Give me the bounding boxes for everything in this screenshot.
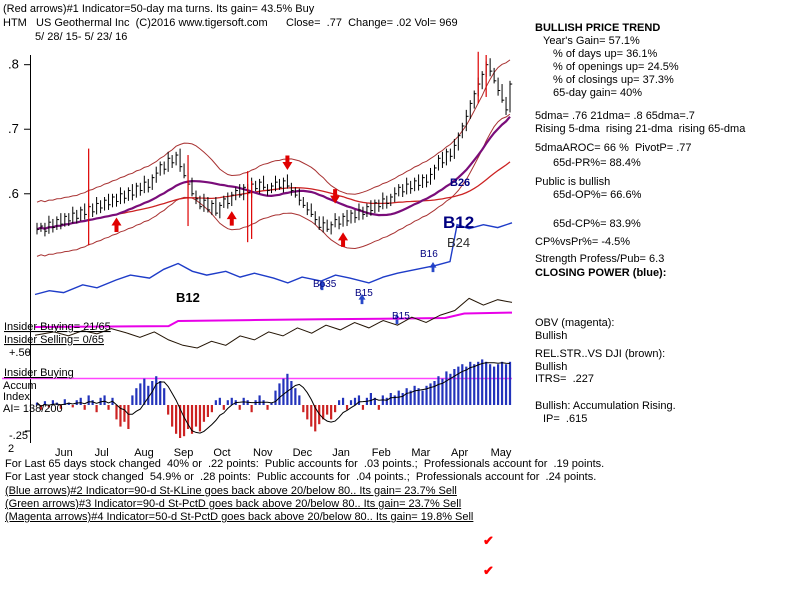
price-tick-label: .7 bbox=[8, 121, 19, 136]
indicator1-signal-line: (Red arrows)#1 Indicator=50-day ma turns… bbox=[3, 3, 315, 15]
up-arrow-icon bbox=[338, 232, 349, 247]
right-panel-line: % of days up= 36.1% bbox=[553, 48, 658, 60]
left-chart-label: Index bbox=[3, 391, 30, 403]
signal-annotation: B15 bbox=[392, 311, 410, 322]
red-check-icon: ✔ bbox=[483, 533, 494, 548]
x-axis-month-label: Feb bbox=[372, 447, 391, 459]
signal-annotation: B26 bbox=[450, 177, 470, 189]
price-tick-label: .8 bbox=[8, 57, 19, 72]
up-arrow-icon bbox=[111, 217, 122, 233]
red-check-icon: ✔ bbox=[483, 563, 494, 578]
up-arrow-icon bbox=[318, 280, 326, 291]
x-axis-month-label: Oct bbox=[213, 447, 230, 459]
right-panel-line: Bullish bbox=[535, 330, 568, 342]
right-panel-line: % of closings up= 37.3% bbox=[553, 74, 674, 86]
up-arrow-icon bbox=[429, 262, 437, 273]
up-arrow-icon bbox=[358, 294, 366, 305]
x-axis-month-label: Sep bbox=[174, 447, 194, 459]
title-line: HTM US Geothermal Inc (C)2016 www.tigers… bbox=[3, 17, 458, 29]
signal-annotation: Bp35 bbox=[313, 279, 337, 290]
right-panel-line: Rising 5-dma rising 21-dma rising 65-dma bbox=[535, 123, 746, 135]
x-axis-month-label: Aug bbox=[134, 447, 154, 459]
right-panel-line: 65d-CP%= 83.9% bbox=[553, 218, 641, 230]
left-chart-label: 2 bbox=[8, 443, 14, 455]
down-arrow-icon bbox=[282, 155, 293, 171]
up-arrow-icon bbox=[226, 211, 237, 226]
signal-annotation: B16 bbox=[420, 249, 438, 260]
right-panel-line: BULLISH PRICE TREND bbox=[535, 22, 661, 34]
signal-annotation: B15 bbox=[355, 288, 373, 299]
left-chart-label: Insider Buying bbox=[4, 367, 74, 379]
left-chart-label: Insider Selling= 0/65 bbox=[4, 334, 104, 346]
right-panel-line: CP%vsPr%= -4.5% bbox=[535, 236, 631, 248]
rel-strength-line bbox=[34, 297, 513, 349]
footer-line: For Last year stock changed 54.9% or .28… bbox=[5, 471, 597, 484]
x-axis-month-label: Dec bbox=[293, 447, 313, 459]
x-axis-month-label: May bbox=[491, 447, 512, 459]
right-panel-line: Public is bullish bbox=[535, 176, 611, 188]
x-axis-month-label: Jan bbox=[332, 447, 350, 459]
right-panel-line: 65d-PR%= 88.4% bbox=[553, 157, 641, 169]
upper-band-line bbox=[36, 59, 511, 203]
x-axis-month-label: Jun bbox=[55, 447, 73, 459]
footer-line: (Magenta arrows)#4 Indicator=50-d St-Pct… bbox=[5, 511, 474, 524]
date-range-label: 5/ 28/ 15- 5/ 23/ 16 bbox=[35, 31, 128, 43]
left-chart-label: Accum bbox=[3, 380, 37, 392]
signal-annotation: B12 bbox=[176, 290, 200, 305]
left-chart-label: AI= 138/200 bbox=[3, 403, 63, 415]
closing-power-line bbox=[34, 222, 513, 296]
footer-line: (Green arrows)#3 Indicator=90-d St-PctD … bbox=[5, 497, 462, 510]
right-panel-line: 65d-OP%= 66.6% bbox=[553, 189, 642, 201]
right-panel-line: Bullish: Accumulation Rising. bbox=[535, 400, 676, 412]
right-panel-line: 5dmaAROC= 66 % PivotP= .77 bbox=[535, 142, 692, 154]
right-panel-line: Year's Gain= 57.1% bbox=[543, 35, 640, 47]
x-axis-month-label: Jul bbox=[95, 447, 109, 459]
right-panel-line: CLOSING POWER (blue): bbox=[535, 267, 667, 279]
lower-band-line bbox=[36, 113, 511, 257]
left-chart-label: Insider Buying= 21/65 bbox=[4, 321, 111, 333]
x-axis-month-label: Apr bbox=[451, 447, 468, 459]
price-tick-label: .6 bbox=[8, 186, 19, 201]
right-panel-line: 5dma= .76 21dma= .8 65dma=.7 bbox=[535, 110, 695, 122]
right-panel-line: Bullish bbox=[535, 361, 568, 373]
accum-osc-line bbox=[36, 362, 511, 434]
mid-ma-line bbox=[36, 115, 511, 231]
right-panel-line: ITRS= .227 bbox=[535, 373, 595, 385]
footer-line: For Last 65 days stock changed 40% or .2… bbox=[5, 458, 605, 470]
right-panel-line: % of openings up= 24.5% bbox=[553, 61, 679, 73]
right-panel-line: OBV (magenta): bbox=[535, 317, 615, 329]
down-arrow-icon bbox=[330, 189, 341, 204]
obv-line bbox=[34, 311, 513, 328]
right-panel-line: 65-day gain= 40% bbox=[553, 87, 642, 99]
left-chart-label: -.25 bbox=[9, 430, 28, 442]
x-axis-month-label: Mar bbox=[411, 447, 430, 459]
signal-annotation: B24 bbox=[447, 235, 470, 250]
right-panel-line: REL.STR..VS DJI (brown): bbox=[535, 348, 666, 360]
right-panel-line: IP= .615 bbox=[543, 413, 588, 425]
x-axis-month-label: Nov bbox=[253, 447, 273, 459]
right-panel-line: Strength Profess/Pub= 6.3 bbox=[535, 253, 665, 265]
signal-annotation: B12 bbox=[443, 213, 474, 232]
left-chart-label: +.50 bbox=[9, 347, 31, 359]
footer-line: (Blue arrows)#2 Indicator=90-d St-KLine … bbox=[5, 484, 457, 497]
